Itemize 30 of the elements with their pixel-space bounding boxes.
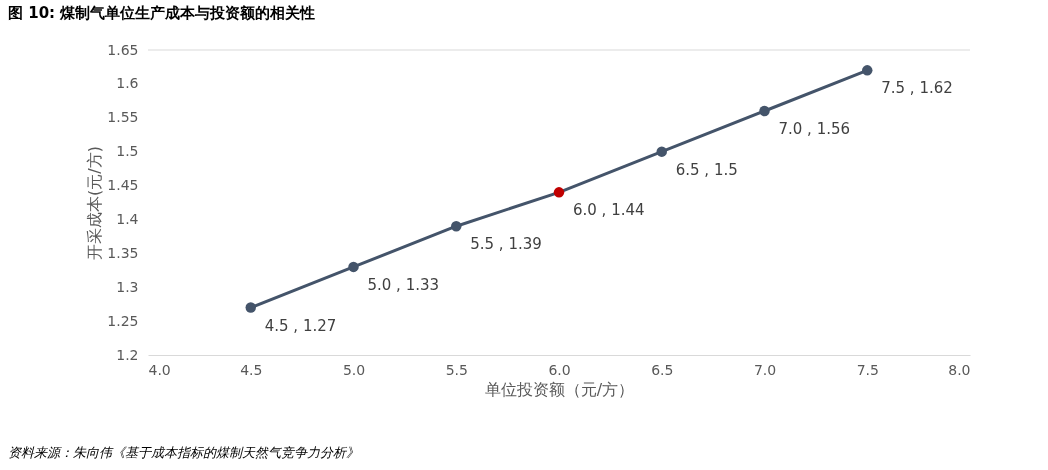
data-label: 5.0 , 1.33 [367, 275, 440, 294]
data-label: 4.5 , 1.27 [264, 316, 337, 335]
x-tick-label: 5.5 [445, 361, 468, 378]
y-tick-label: 1.6 [116, 75, 139, 92]
x-tick-label: 7.0 [753, 361, 777, 378]
y-tick-label: 1.45 [107, 177, 139, 194]
chart-title: 图 10: 煤制气单位生产成本与投资额的相关性 [8, 4, 316, 22]
y-axis-title: 开采成本(元/方) [85, 146, 105, 260]
x-tick-label: 6.0 [548, 361, 571, 378]
data-label: 6.5 , 1.5 [675, 160, 738, 179]
x-tick-label: 5.0 [342, 361, 366, 378]
y-tick-label: 1.65 [107, 41, 139, 58]
data-label: 7.5 , 1.62 [881, 79, 953, 98]
x-tick-label: 6.5 [651, 361, 674, 378]
x-tick-label: 4.5 [240, 361, 263, 378]
data-label: 5.5 , 1.39 [470, 235, 542, 254]
y-tick-label: 1.3 [116, 278, 139, 295]
y-tick-label: 1.55 [107, 109, 139, 126]
y-tick-label: 1.25 [107, 312, 139, 329]
y-tick-label: 1.35 [107, 244, 139, 261]
x-tick-label: 8.0 [948, 361, 971, 378]
x-axis-title: 单位投资额（元/方） [484, 379, 635, 399]
y-tick-label: 1.2 [116, 346, 139, 363]
y-tick-label: 1.4 [116, 210, 139, 227]
x-tick-label: 7.5 [856, 361, 879, 378]
x-tick-label: 4.0 [148, 361, 171, 378]
data-label: 6.0 , 1.44 [573, 201, 645, 220]
y-tick-label: 1.5 [116, 143, 139, 160]
text: 资料来源：朱向伟《基于成本指标的煤制天然气竞争力分析》 [8, 445, 359, 460]
data-label: 7.0 , 1.56 [778, 120, 851, 138]
